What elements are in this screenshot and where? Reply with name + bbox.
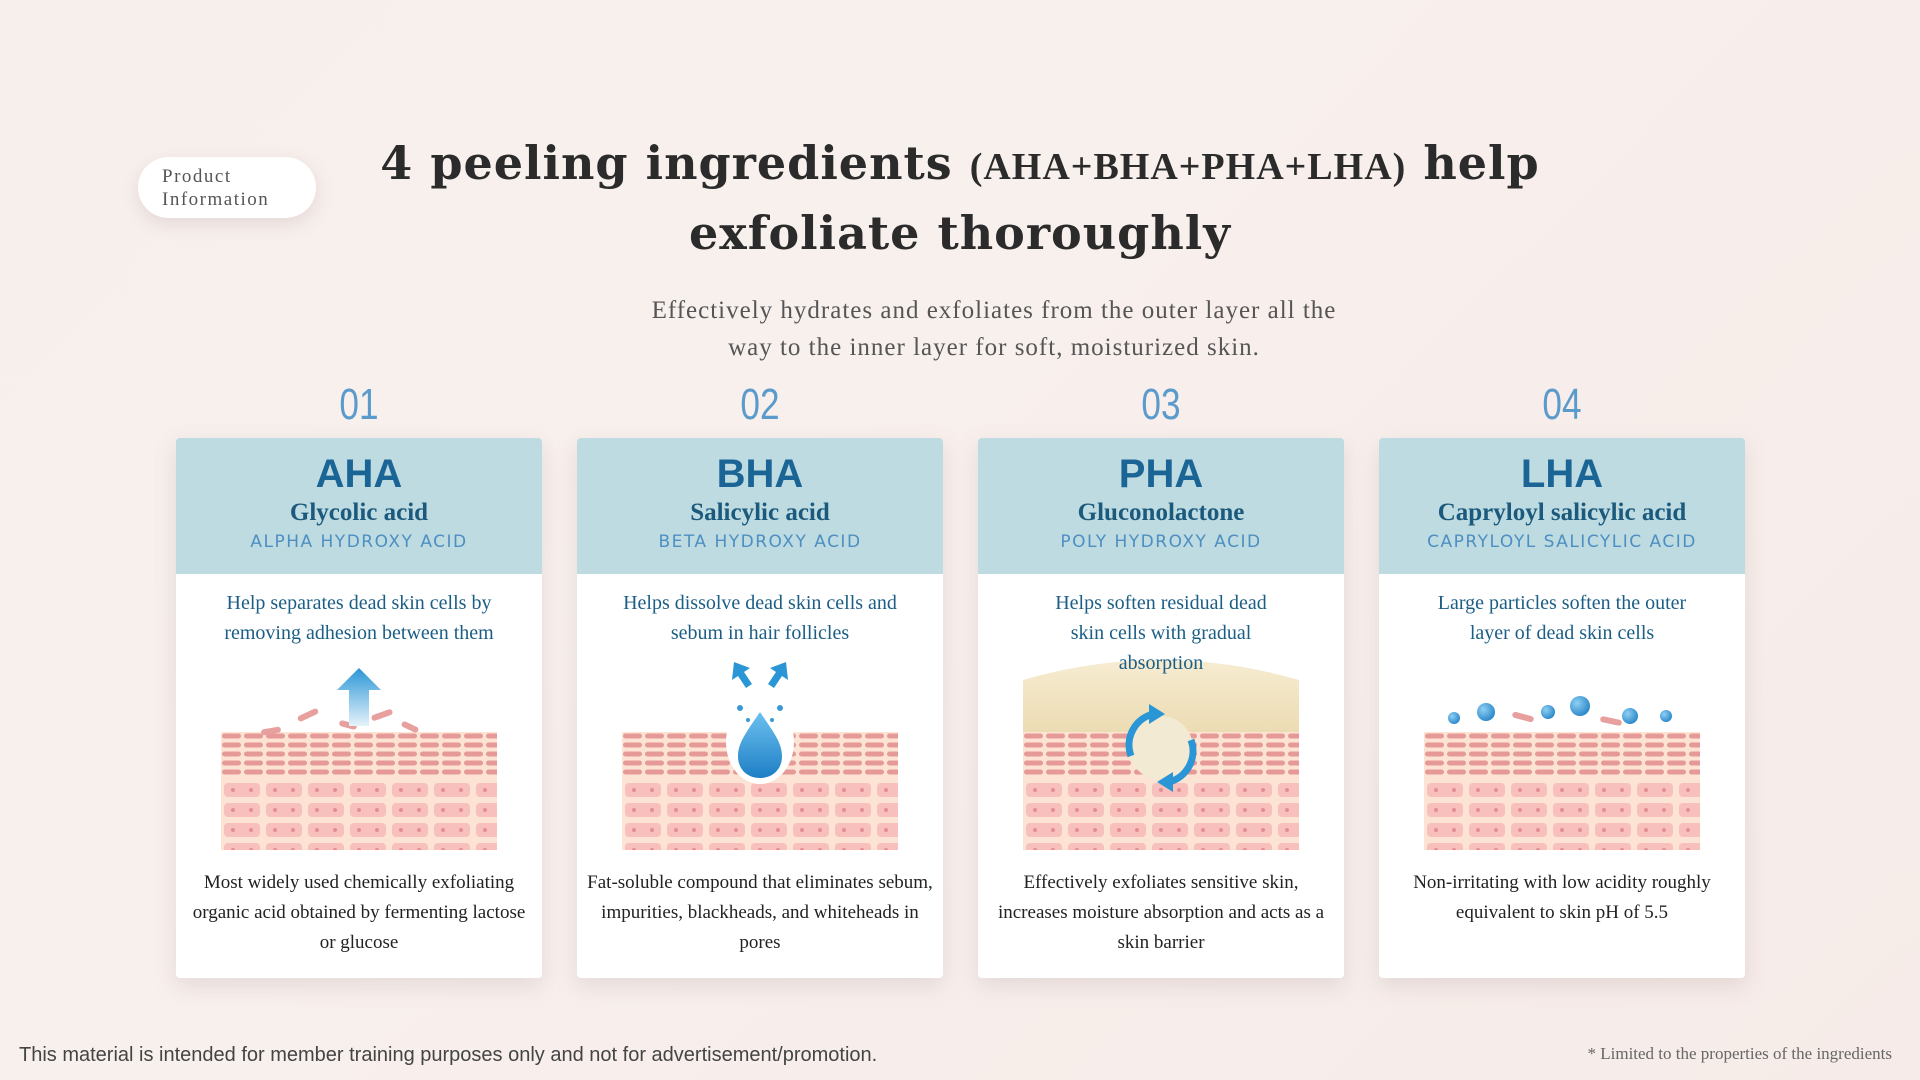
skin-illustration — [622, 662, 898, 850]
ingredient-description: Effectively exfoliates sensitive skin, i… — [997, 872, 1325, 953]
skin-illustration — [221, 668, 497, 850]
badge-line-2: Information — [162, 189, 270, 210]
skin-illustration — [1424, 696, 1700, 850]
water-drop-icon — [732, 662, 788, 778]
ingredient-full-name: BETA HYDROXY ACID — [658, 532, 862, 552]
ingredient-description: Most widely used chemically exfoliating … — [192, 872, 526, 953]
ingredient-effect: Help separates dead skin cells by removi… — [224, 592, 494, 644]
ingredient-full-name: ALPHA HYDROXY ACID — [250, 532, 468, 552]
training-disclaimer: This material is intended for member tra… — [19, 1044, 878, 1066]
card-header: BHA Salicylic acid BETA HYDROXY ACID — [577, 438, 943, 574]
subtitle-line-1: Effectively hydrates and exfoliates from… — [651, 297, 1337, 324]
ingredient-full-name: POLY HYDROXY ACID — [1060, 532, 1262, 552]
title-part-2: (AHA+BHA+PHA+LHA) — [969, 146, 1407, 188]
ingredient-abbr: BHA — [716, 452, 804, 496]
card-number-1: 01 — [339, 380, 379, 429]
cycle-arrows-icon — [1125, 704, 1197, 792]
particles-icon — [1448, 696, 1672, 724]
card-number-3: 03 — [1141, 380, 1181, 429]
title-line-2: exfoliate thoroughly — [689, 206, 1231, 260]
ingredient-card-aha: AHA Glycolic acid ALPHA HYDROXY ACID Hel… — [176, 438, 542, 978]
skin-illustration — [1023, 660, 1299, 850]
ingredient-name: Gluconolactone — [1077, 499, 1245, 526]
card-header: LHA Capryloyl salicylic acid CAPRYLOYL S… — [1379, 438, 1745, 574]
card-header: AHA Glycolic acid ALPHA HYDROXY ACID — [176, 438, 542, 574]
ingredient-effect: Helps dissolve dead skin cells and sebum… — [623, 592, 897, 644]
ingredient-card-lha: LHA Capryloyl salicylic acid CAPRYLOYL S… — [1379, 438, 1745, 978]
ingredient-description: Fat-soluble compound that eliminates seb… — [587, 872, 933, 953]
ingredient-card-bha: BHA Salicylic acid BETA HYDROXY ACID Hel… — [577, 438, 943, 978]
card-header: PHA Gluconolactone POLY HYDROXY ACID — [978, 438, 1344, 574]
ingredient-abbr: AHA — [315, 452, 403, 496]
title-part-1: 4 peeling ingredients — [380, 136, 970, 190]
page-title: 4 peeling ingredients (AHA+BHA+PHA+LHA) … — [360, 130, 1560, 266]
card-number-4: 04 — [1542, 380, 1582, 429]
subtitle-line-2: way to the inner layer for soft, moistur… — [728, 334, 1260, 361]
ingredient-full-name: CAPRYLOYL SALICYLIC ACID — [1427, 532, 1697, 552]
arrow-up-icon — [337, 668, 381, 726]
ingredient-name: Salicylic acid — [690, 499, 830, 526]
ingredient-name: Glycolic acid — [289, 499, 429, 526]
ingredient-name: Capryloyl salicylic acid — [1437, 499, 1687, 526]
page-subtitle: Effectively hydrates and exfoliates from… — [560, 292, 1428, 366]
ingredient-effect: Large particles soften the outer layer o… — [1437, 592, 1687, 644]
ingredient-description: Non-irritating with low acidity roughly … — [1413, 872, 1711, 923]
product-information-badge: Product Information — [138, 157, 316, 218]
ingredient-card-pha: PHA Gluconolactone POLY HYDROXY ACID — [978, 438, 1344, 978]
footnote: * Limited to the properties of the ingre… — [1587, 1044, 1892, 1063]
title-part-3: help — [1406, 136, 1540, 190]
badge-line-1: Product — [162, 166, 232, 187]
ingredient-effect: Helps soften residual dead skin cells wi… — [1055, 592, 1267, 674]
card-number-2: 02 — [740, 380, 780, 429]
title-line-1: 4 peeling ingredients (AHA+BHA+PHA+LHA) … — [360, 130, 1560, 200]
ingredient-abbr: LHA — [1520, 452, 1604, 496]
ingredient-abbr: PHA — [1118, 452, 1204, 496]
